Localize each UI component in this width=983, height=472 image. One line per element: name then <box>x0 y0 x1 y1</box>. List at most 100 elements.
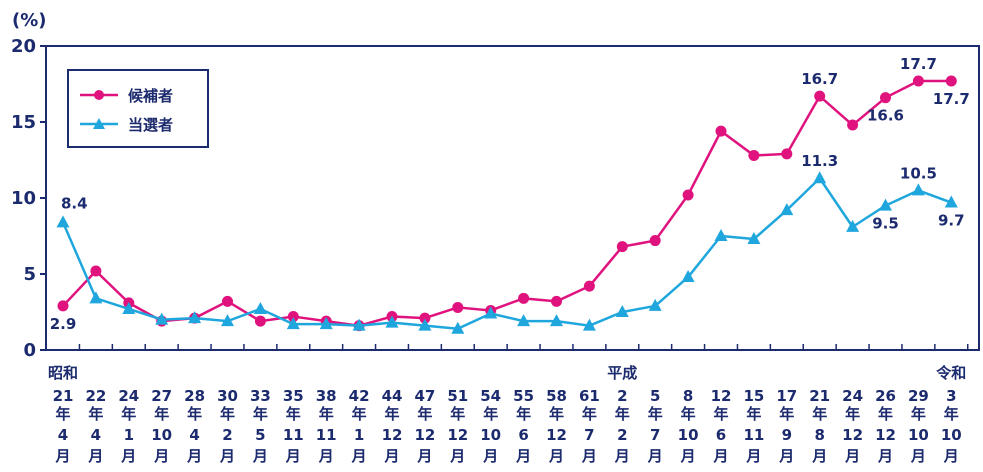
x-tick-number: 10 <box>480 426 501 444</box>
data-point-candidates <box>682 189 694 201</box>
data-point-candidates <box>616 241 628 253</box>
x-tick-unit: 月 <box>252 447 268 465</box>
data-point-elected <box>944 195 958 208</box>
x-tick-unit: 年 <box>450 405 465 423</box>
data-point-elected <box>714 229 728 241</box>
x-tick-unit: 年 <box>681 405 696 423</box>
data-point-candidates <box>945 75 957 87</box>
era-label: 令和 <box>936 364 966 382</box>
data-label-elected: 11.3 <box>801 152 838 170</box>
x-tick-unit: 年 <box>779 405 794 423</box>
x-tick-number: 1 <box>354 426 364 444</box>
data-point-candidates <box>452 301 464 313</box>
x-tick-unit: 月 <box>416 447 432 465</box>
x-tick-number: 12 <box>842 426 863 444</box>
data-point-candidates <box>518 292 530 304</box>
x-tick-label: 24年 12 月 <box>842 387 863 465</box>
x-tick-unit: 年 <box>582 405 597 423</box>
data-point-candidates <box>222 295 233 307</box>
data-label-elected: 9.5 <box>872 215 899 233</box>
x-tick-number: 5 <box>255 426 265 444</box>
x-tick-number: 22 <box>85 387 106 405</box>
data-point-candidates <box>583 280 595 292</box>
data-point-elected <box>122 301 136 314</box>
x-tick-number: 8 <box>814 426 824 444</box>
data-label-elected: 9.7 <box>938 212 965 230</box>
x-tick-unit: 月 <box>449 447 465 465</box>
x-tick-number: 24 <box>118 387 139 405</box>
data-point-elected <box>385 315 399 328</box>
data-label-elected: 10.5 <box>900 164 937 182</box>
x-tick-unit: 月 <box>614 447 630 465</box>
x-tick-number: 10 <box>151 426 172 444</box>
y-unit-label: (%) <box>12 10 47 31</box>
x-tick-unit: 年 <box>384 405 399 423</box>
x-tick-unit: 年 <box>483 405 498 423</box>
x-tick-unit: 月 <box>54 447 70 465</box>
x-tick-number: 55 <box>513 387 534 405</box>
series-elected: 8.4 11.3 9.5 10.5 9.7 <box>56 152 965 334</box>
x-tick-number: 51 <box>447 387 468 405</box>
y-tick-label: 15 <box>11 112 36 133</box>
x-tick-number: 44 <box>382 387 403 405</box>
x-tick-unit: 月 <box>515 447 531 465</box>
x-tick-number: 11 <box>743 426 764 444</box>
x-tick-unit: 月 <box>285 447 301 465</box>
data-point-elected <box>615 305 629 317</box>
data-point-elected <box>253 301 267 314</box>
x-tick-label: 30年 2 月 <box>217 387 238 465</box>
era-label: 昭和 <box>48 364 78 382</box>
x-tick-number: 33 <box>250 387 271 405</box>
y-tick-label: 0 <box>23 340 36 361</box>
x-tick-number: 11 <box>283 426 304 444</box>
x-tick-label: 35年 11 月 <box>283 387 304 465</box>
x-tick-number: 12 <box>447 426 468 444</box>
x-tick-unit: 月 <box>153 447 169 465</box>
x-tick-label: 21年 4 月 <box>53 387 74 465</box>
x-tick-unit: 月 <box>351 447 367 465</box>
x-tick-unit: 年 <box>417 405 432 423</box>
y-tick-label: 20 <box>11 36 36 57</box>
data-point-elected <box>352 318 366 331</box>
x-tick-label: 24年 1 月 <box>118 387 139 465</box>
x-tick-unit: 年 <box>615 405 630 423</box>
data-label-elected: 8.4 <box>61 194 88 212</box>
x-tick-unit: 月 <box>219 447 235 465</box>
data-point-elected <box>550 314 563 327</box>
x-tick-unit: 年 <box>944 405 959 423</box>
data-point-elected <box>648 298 662 311</box>
x-tick-number: 4 <box>91 426 101 444</box>
x-tick-label: 8年 10 月 <box>678 387 699 465</box>
x-tick-label: 42年 1 月 <box>349 387 370 465</box>
y-tick-label: 5 <box>23 264 36 285</box>
x-tick-label: 51年 12 月 <box>447 387 468 465</box>
x-tick-label: 55年 6 月 <box>513 387 534 465</box>
x-tick-number: 30 <box>217 387 238 405</box>
x-tick-unit: 月 <box>581 447 597 465</box>
x-tick-unit: 月 <box>87 447 103 465</box>
x-tick-label: 29年 10 月 <box>908 387 929 465</box>
x-tick-unit: 年 <box>516 405 531 423</box>
x-tick-unit: 年 <box>648 405 663 423</box>
data-point-candidates <box>649 235 661 247</box>
data-point-elected <box>813 171 827 184</box>
x-tick-unit: 年 <box>154 405 169 423</box>
x-tick-number: 5 <box>650 387 660 405</box>
x-tick-number: 26 <box>875 387 896 405</box>
x-tick-label: 3年 10 月 <box>941 387 962 465</box>
x-tick-number: 11 <box>316 426 337 444</box>
x-tick-unit: 年 <box>286 405 301 423</box>
x-tick-unit: 年 <box>220 405 235 423</box>
x-tick-label: 61年 7 月 <box>579 387 600 465</box>
legend-marker-candidates <box>94 90 104 100</box>
x-tick-number: 2 <box>617 426 627 444</box>
data-point-elected <box>846 219 860 232</box>
data-point-elected <box>517 314 531 327</box>
x-tick-number: 12 <box>875 426 896 444</box>
x-tick-label: 17年 9 月 <box>776 387 797 465</box>
x-tick-number: 6 <box>518 426 528 444</box>
data-point-candidates <box>814 90 826 102</box>
data-point-elected <box>221 314 234 327</box>
x-tick-number: 6 <box>716 426 726 444</box>
